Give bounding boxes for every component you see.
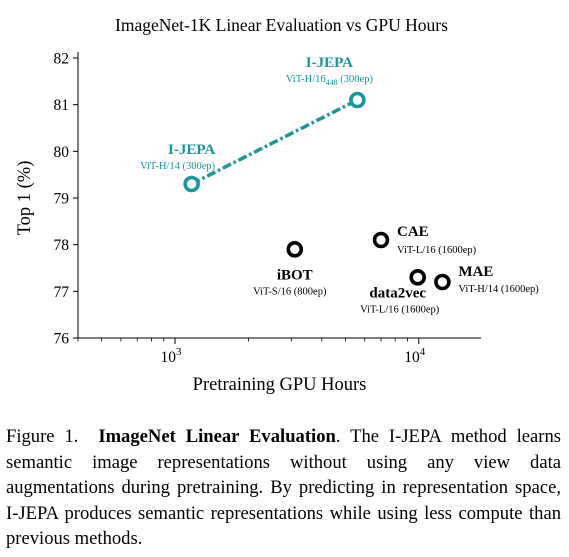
point-label-i-jepa: I-JEPA bbox=[306, 55, 353, 71]
y-tick-label: 79 bbox=[54, 191, 70, 208]
data-point-i-jepa bbox=[185, 178, 198, 191]
point-label-i-jepa: I-JEPA bbox=[168, 142, 215, 158]
data-point-ibot bbox=[288, 243, 301, 256]
data-point-cae bbox=[375, 234, 388, 247]
y-axis-label: Top 1 (%) bbox=[15, 161, 35, 236]
chart-title: ImageNet-1K Linear Evaluation vs GPU Hou… bbox=[115, 15, 448, 35]
y-tick-label: 78 bbox=[54, 237, 70, 254]
x-tick-label: 104 bbox=[404, 346, 426, 366]
caption-prefix: Figure 1. bbox=[6, 426, 78, 447]
x-axis-label: Pretraining GPU Hours bbox=[193, 375, 367, 395]
x-tick-label: 103 bbox=[161, 346, 183, 366]
point-sublabel-i-jepa: ViT-H/16448 (300ep) bbox=[286, 74, 374, 87]
y-tick-label: 80 bbox=[54, 144, 70, 161]
y-tick-label: 77 bbox=[54, 284, 70, 301]
point-sublabel-i-jepa: ViT-H/14 (300ep) bbox=[140, 161, 216, 172]
series-line-i-jepa bbox=[192, 100, 358, 184]
data-point-mae bbox=[436, 276, 449, 289]
y-tick-label: 76 bbox=[54, 331, 70, 348]
y-tick-label: 82 bbox=[54, 51, 70, 68]
caption-title: ImageNet Linear Evaluation bbox=[98, 426, 336, 447]
point-label-cae: CAE bbox=[397, 224, 429, 240]
data-point-i-jepa bbox=[351, 94, 364, 107]
point-label-mae: MAE bbox=[458, 264, 493, 280]
point-sublabel-ibot: ViT-S/16 (800ep) bbox=[253, 286, 327, 297]
chart-svg: ImageNet-1K Linear Evaluation vs GPU Hou… bbox=[0, 0, 569, 410]
point-label-ibot: iBOT bbox=[277, 267, 313, 283]
point-sublabel-cae: ViT-L/16 (1600ep) bbox=[397, 245, 477, 256]
point-sublabel-data2vec: ViT-L/16 (1600ep) bbox=[360, 304, 440, 315]
data-point-data2vec bbox=[411, 271, 424, 284]
chart-figure: ImageNet-1K Linear Evaluation vs GPU Hou… bbox=[0, 0, 569, 410]
point-sublabel-mae: ViT-H/14 (1600ep) bbox=[458, 284, 539, 295]
y-tick-label: 81 bbox=[54, 97, 70, 114]
figure-caption: Figure 1. ImageNet Linear Evaluation. Th… bbox=[6, 424, 561, 552]
point-label-data2vec: data2vec bbox=[369, 285, 426, 301]
